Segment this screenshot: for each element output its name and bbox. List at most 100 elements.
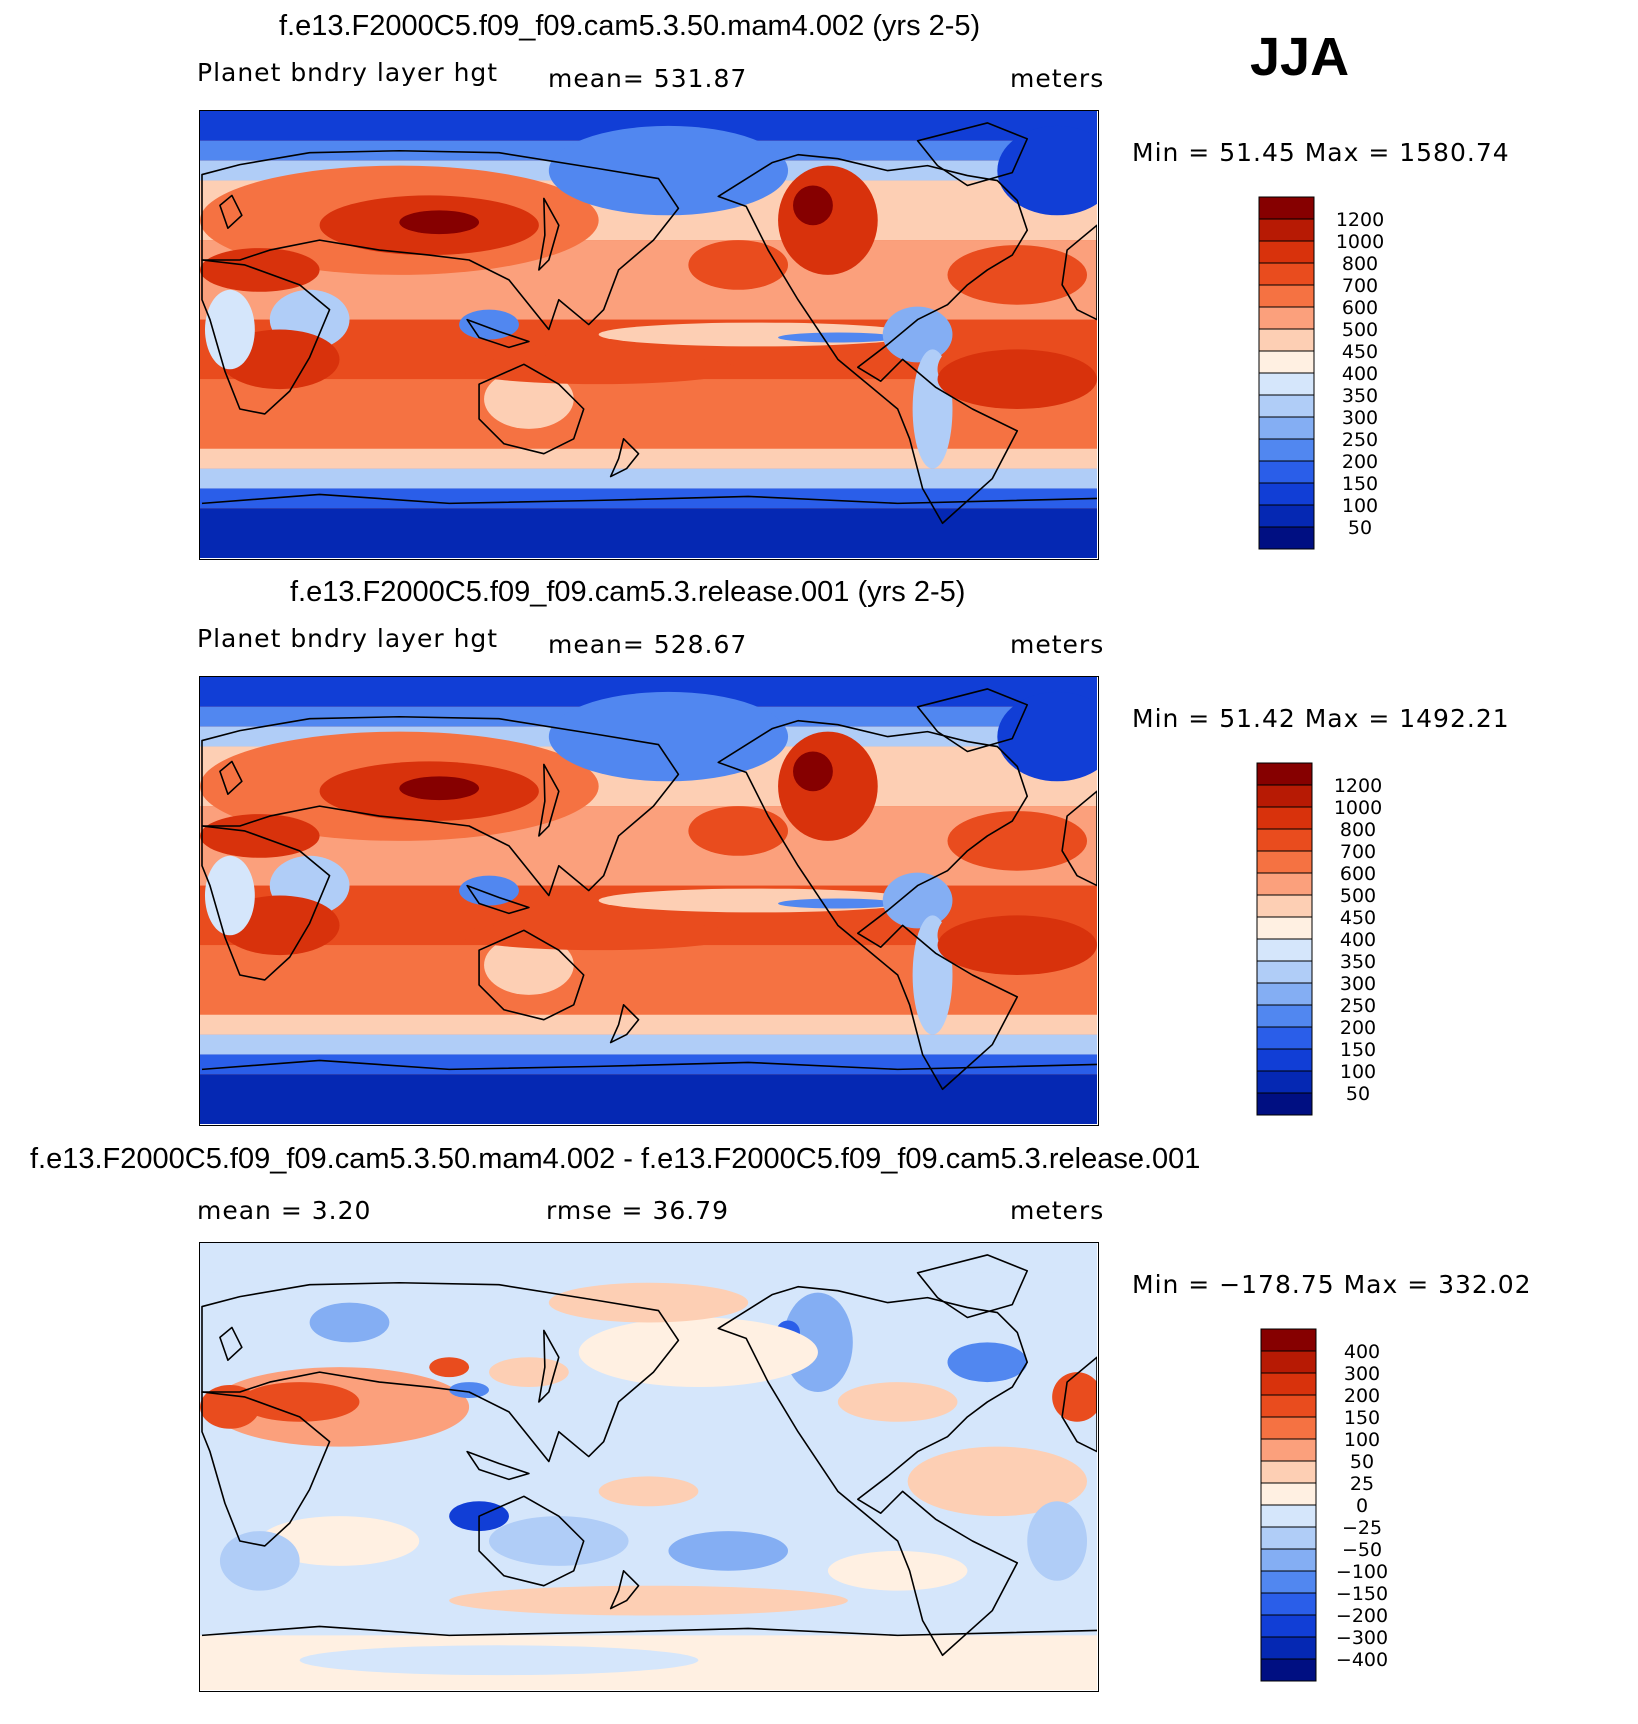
contour-region [200, 1385, 260, 1429]
colorbar-swatch [1258, 416, 1315, 440]
contour-region [937, 349, 1097, 409]
contour-region [259, 1516, 420, 1566]
colorbar-label: 300 [1342, 407, 1378, 429]
colorbar-label: 400 [1344, 1341, 1380, 1363]
colorbar-label: 1000 [1334, 797, 1382, 819]
panel-1-title: f.e13.F2000C5.f09_f09.cam5.3.50.mam4.002… [279, 10, 981, 42]
colorbar-swatch [1260, 1636, 1317, 1660]
coastline-japan [538, 1329, 560, 1403]
coastline-greenland [916, 122, 1029, 187]
coastline-africa [201, 825, 331, 981]
contour-band [200, 448, 1097, 469]
colorbar-label: 0 [1356, 1495, 1368, 1517]
panel-2-map [199, 676, 1099, 1126]
colorbar-label: 600 [1342, 297, 1378, 319]
coastline-antarctica [201, 1625, 1097, 1637]
colorbar-label: −200 [1336, 1605, 1388, 1627]
contour-region [489, 1357, 569, 1388]
contour-region [907, 1446, 1088, 1517]
colorbar-swatch [1258, 218, 1315, 242]
panel-3-mean: mean = 3.20 [197, 1196, 372, 1225]
colorbar-swatch [1260, 1416, 1317, 1440]
colorbar-swatch [1258, 284, 1315, 308]
coastline-japan [538, 763, 560, 837]
colorbar-swatch [1260, 1570, 1317, 1594]
coastline-africa [201, 259, 331, 415]
colorbar-swatch [1256, 850, 1313, 874]
colorbar-swatch [1256, 872, 1313, 896]
coastline-eurasia [201, 149, 680, 331]
colorbar-label: 200 [1344, 1385, 1380, 1407]
colorbar-swatch [1258, 196, 1315, 220]
coastline-antarctica [201, 493, 1097, 505]
contour-region [484, 935, 574, 995]
panel-1-minmax: Min = 51.45 Max = 1580.74 [1132, 138, 1510, 167]
contour-region [219, 1531, 300, 1591]
coastline-eurasia [201, 715, 680, 897]
contour-band [200, 1034, 1097, 1055]
contour-region [778, 898, 898, 909]
colorbar-swatch [1260, 1504, 1317, 1528]
colorbar-label: 300 [1340, 973, 1376, 995]
colorbar-swatch [1260, 1438, 1317, 1462]
contour-region [778, 165, 878, 275]
colorbar-swatch [1258, 350, 1315, 374]
coastline-australia [478, 1495, 585, 1587]
contour-region [484, 369, 574, 429]
coastline-australia [478, 363, 585, 455]
colorbar-label: 400 [1340, 929, 1376, 951]
contour-region [778, 731, 878, 841]
colorbar-swatch [1260, 1658, 1317, 1682]
colorbar-swatch [1260, 1350, 1317, 1374]
contour-region [459, 920, 739, 951]
colorbar-label: 800 [1340, 819, 1376, 841]
colorbar-label: −100 [1336, 1561, 1388, 1583]
colorbar-swatch [1256, 1048, 1313, 1072]
coastline-greenland [916, 688, 1029, 753]
panel-3-rmse: rmse = 36.79 [546, 1196, 730, 1225]
panel-2-mean: mean= 528.67 [548, 630, 748, 659]
contour-region [1027, 1501, 1088, 1581]
coastline-greenland [916, 1254, 1029, 1319]
colorbar-label: 1200 [1334, 775, 1382, 797]
contour-region [399, 210, 480, 235]
panel-1-mean: mean= 531.87 [548, 64, 748, 93]
contour-region [793, 751, 833, 792]
colorbar-label: 100 [1340, 1061, 1376, 1083]
colorbar-swatch [1256, 982, 1313, 1006]
colorbar-swatch [1256, 762, 1313, 786]
colorbar-label: 50 [1348, 517, 1372, 539]
panel-2-units: meters [1010, 630, 1105, 659]
colorbar-label: 100 [1344, 1429, 1380, 1451]
colorbar-label: 25 [1350, 1473, 1374, 1495]
colorbar-label: 50 [1346, 1083, 1370, 1105]
contour-region [578, 1317, 818, 1388]
contour-region [827, 1550, 968, 1591]
contour-region [947, 811, 1088, 871]
contour-region [489, 1516, 629, 1566]
coastline-westeurope [1061, 224, 1097, 321]
colorbar-label: 300 [1344, 1363, 1380, 1385]
colorbar-swatch [1258, 262, 1315, 286]
colorbar-label: 150 [1340, 1039, 1376, 1061]
contour-region [299, 1645, 699, 1676]
contour-band [200, 468, 1097, 489]
contour-region [947, 1342, 1028, 1383]
colorbar-label: 150 [1342, 473, 1378, 495]
panel-2-title: f.e13.F2000C5.f09_f09.cam5.3.release.001… [290, 576, 966, 608]
coastline-antarctica [201, 1059, 1097, 1071]
coastline-uk [219, 760, 243, 796]
contour-region [598, 1476, 699, 1507]
colorbar-label: 250 [1340, 995, 1376, 1017]
colorbar-swatch [1258, 394, 1315, 418]
colorbar-label: −400 [1336, 1649, 1388, 1671]
coastline-eurasia [201, 1281, 680, 1463]
colorbar-swatch [1258, 460, 1315, 484]
contour-region [459, 354, 739, 385]
colorbar-label: −50 [1342, 1539, 1382, 1561]
colorbar-label: −25 [1342, 1517, 1382, 1539]
colorbar-swatch [1256, 1026, 1313, 1050]
colorbar-label: 50 [1350, 1451, 1374, 1473]
contour-region [548, 691, 789, 782]
contour-region [204, 289, 255, 370]
